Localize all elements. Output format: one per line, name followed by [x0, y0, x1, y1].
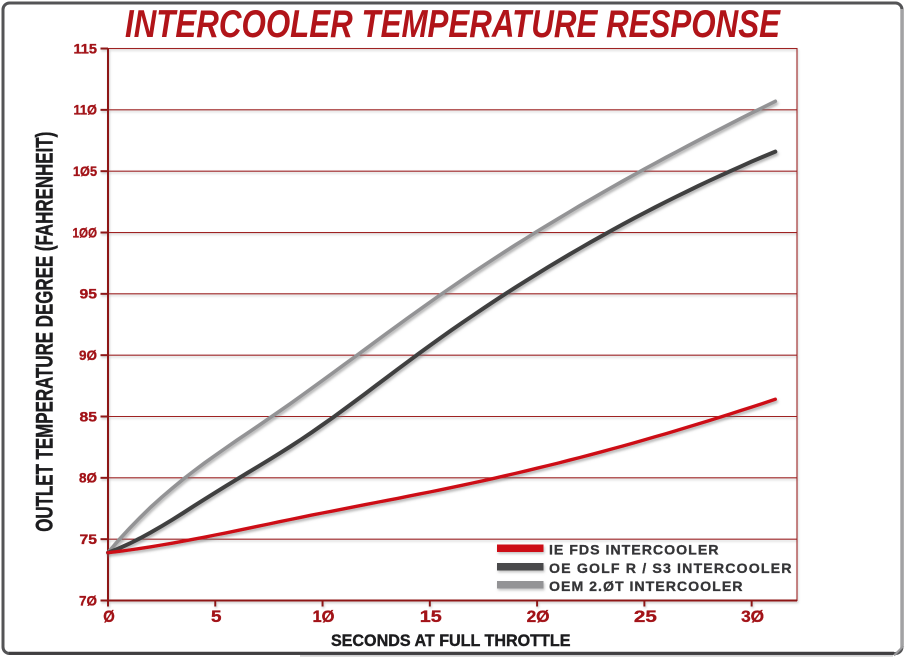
svg-text:1ØØ: 1ØØ — [73, 225, 98, 240]
svg-text:Ø: Ø — [103, 607, 115, 626]
svg-text:OE GOLF R / S3 INTERCOOLER: OE GOLF R / S3 INTERCOOLER — [549, 561, 792, 577]
svg-text:5: 5 — [211, 607, 222, 626]
svg-text:25: 25 — [634, 607, 657, 626]
svg-text:15: 15 — [420, 607, 442, 626]
svg-text:11Ø: 11Ø — [74, 103, 98, 118]
svg-text:IE FDS INTERCOOLER: IE FDS INTERCOOLER — [549, 542, 719, 558]
svg-text:115: 115 — [74, 41, 98, 56]
svg-text:75: 75 — [80, 532, 98, 547]
svg-text:OUTLET TEMPERATURE DEGREE (FAH: OUTLET TEMPERATURE DEGREE (FAHRENHEIT) — [32, 132, 59, 532]
svg-text:1Ø: 1Ø — [313, 607, 335, 626]
svg-text:3Ø: 3Ø — [741, 607, 764, 626]
svg-text:OEM 2.ØT INTERCOOLER: OEM 2.ØT INTERCOOLER — [549, 579, 743, 595]
svg-text:8Ø: 8Ø — [79, 471, 97, 486]
svg-text:INTERCOOLER TEMPERATURE RESPON: INTERCOOLER TEMPERATURE RESPONSE — [125, 3, 781, 46]
svg-text:85: 85 — [80, 409, 98, 424]
svg-text:2Ø: 2Ø — [527, 607, 550, 626]
svg-text:7Ø: 7Ø — [79, 593, 97, 608]
svg-text:9Ø: 9Ø — [79, 348, 97, 363]
svg-text:1Ø5: 1Ø5 — [73, 164, 97, 179]
svg-text:95: 95 — [80, 287, 98, 302]
svg-text:SECONDS AT FULL THROTTLE: SECONDS AT FULL THROTTLE — [331, 632, 571, 650]
